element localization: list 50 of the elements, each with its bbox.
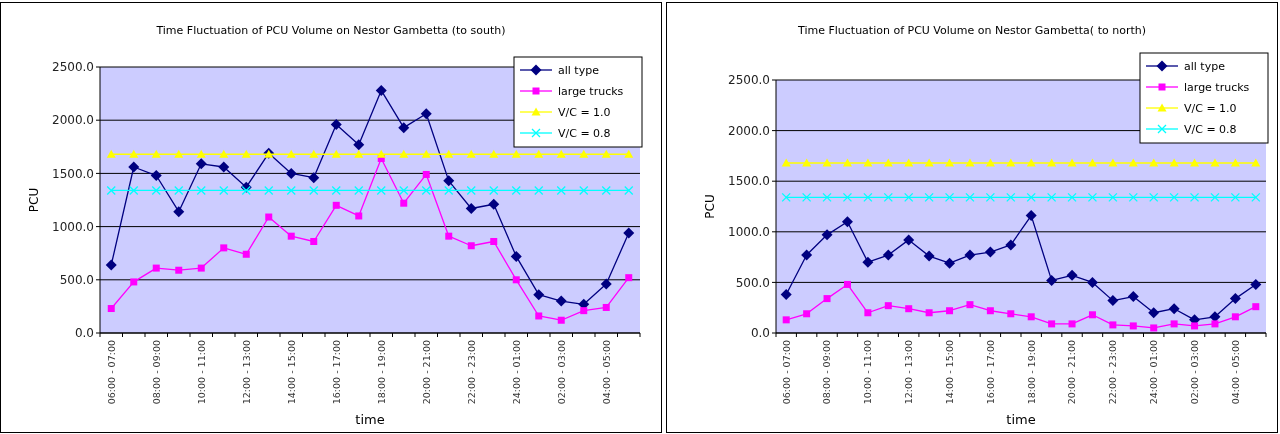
- legend-label: V/C = 1.0: [558, 105, 611, 119]
- chart-title: Time Fluctuation of PCU Volume on Nestor Gambetta (to south): [155, 24, 506, 37]
- x-tick-label: 16:00 - 17:00: [984, 340, 996, 405]
- x-tick-label: 20:00 - 21:00: [420, 340, 432, 405]
- x-tick-label: 06:00 - 07:00: [780, 340, 792, 405]
- y-tick-label: 2500.0: [52, 60, 94, 75]
- x-tick-label: 10:00 - 11:00: [195, 340, 207, 405]
- x-tick-label: 24:00 - 01:00: [1148, 340, 1160, 405]
- x-tick-label: 04:00 - 05:00: [1229, 340, 1241, 405]
- x-tick-label: 18:00 - 19:00: [1025, 340, 1037, 405]
- x-tick-label: 22:00 - 23:00: [1107, 340, 1119, 405]
- x-tick-label: 02:00 - 03:00: [555, 340, 567, 405]
- x-tick-label: 04:00 - 05:00: [600, 340, 612, 405]
- y-tick-label: 1500.0: [52, 166, 94, 181]
- y-axis-title: PCU: [703, 194, 717, 219]
- y-tick-label: 2000.0: [728, 123, 770, 138]
- legend-label: all type: [558, 63, 600, 77]
- legend-label: V/C = 1.0: [1184, 101, 1237, 115]
- y-tick-label: 500.0: [735, 275, 770, 290]
- y-tick-label: 500.0: [59, 273, 94, 287]
- x-tick-label: 14:00 - 15:00: [943, 340, 955, 405]
- x-tick-label: 20:00 - 21:00: [1066, 340, 1078, 405]
- x-tick-label: 12:00 - 13:00: [240, 340, 252, 405]
- x-tick-label: 14:00 - 15:00: [285, 340, 297, 405]
- x-tick-label: 08:00 - 09:00: [821, 340, 833, 405]
- y-tick-label: 0.0: [750, 326, 770, 341]
- x-axis-title: time: [355, 412, 385, 427]
- x-tick-label: 10:00 - 11:00: [862, 340, 874, 405]
- x-tick-label: 02:00 - 03:00: [1188, 340, 1200, 405]
- legend-label: V/C = 0.8: [558, 126, 611, 140]
- y-axis-title: PCU: [27, 187, 41, 213]
- x-axis-title: time: [1006, 412, 1036, 427]
- x-tick-label: 16:00 - 17:00: [330, 340, 342, 405]
- y-tick-label: 0.0: [74, 326, 94, 341]
- y-tick-label: 2000.0: [52, 113, 94, 128]
- legend-label: V/C = 0.8: [1184, 122, 1237, 136]
- y-tick-label: 1000.0: [52, 219, 94, 234]
- x-tick-label: 12:00 - 13:00: [903, 340, 915, 405]
- x-tick-label: 08:00 - 09:00: [150, 340, 162, 405]
- legend-label: all type: [1184, 59, 1226, 73]
- x-tick-label: 24:00 - 01:00: [510, 340, 522, 405]
- x-tick-label: 06:00 - 07:00: [105, 340, 117, 405]
- chart-title: Time Fluctuation of PCU Volume on Nestor Gambetta( to north): [797, 24, 1146, 37]
- legend-label: large trucks: [558, 84, 624, 98]
- y-tick-label: 1500.0: [728, 174, 770, 189]
- y-tick-label: 2500.0: [728, 73, 770, 88]
- x-tick-label: 18:00 - 19:00: [375, 340, 387, 405]
- x-tick-label: 22:00 - 23:00: [465, 340, 477, 405]
- legend-label: large trucks: [1184, 80, 1250, 94]
- y-tick-label: 1000.0: [728, 225, 770, 239]
